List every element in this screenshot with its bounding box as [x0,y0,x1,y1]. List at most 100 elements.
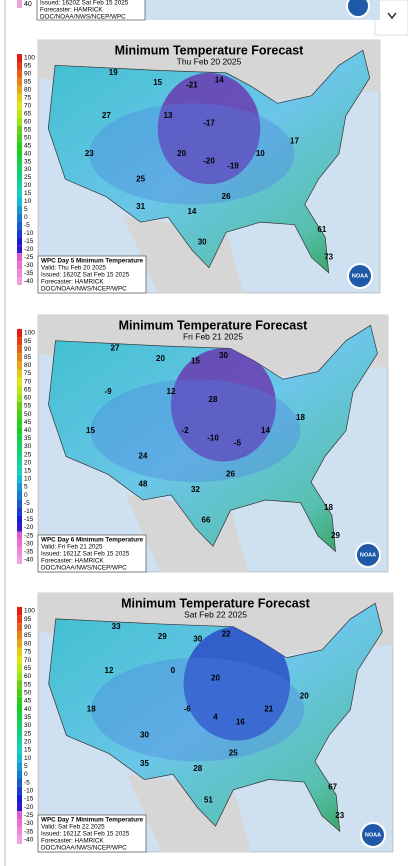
noaa-logo [347,263,373,289]
legend-swatch [17,93,22,102]
legend-label: 40 [24,427,32,434]
legend-swatch [17,466,22,475]
cool-area [89,103,295,205]
legend-swatch [17,623,22,632]
legend-swatch [17,353,22,362]
legend-label: -25 [24,812,34,819]
legend-label: -15 [24,796,34,803]
temperature-label: -21 [186,81,198,90]
noaa-logo [346,0,370,18]
temperature-label: 30 [219,351,228,360]
legend-swatch [17,69,22,78]
legend-swatch [17,409,22,419]
legend-label: 45 [24,419,32,426]
legend-swatch [17,442,22,451]
legend-swatch [17,523,22,532]
cold-area [89,72,295,205]
temperature-label: 4 [213,712,218,721]
legend-label: 60 [24,118,32,125]
legend-label: 60 [24,673,32,680]
temperature-label: 15 [153,78,162,87]
legend-swatch [17,361,22,370]
legend-swatch [17,515,22,524]
legend-label: -35 [24,549,34,556]
legend-label: 75 [24,649,32,656]
temperature-label: 10 [256,149,265,158]
legend-swatch [17,393,22,402]
temperature-label: 23 [85,149,94,158]
info-text: Issued: 1620Z Sat Feb 15 2025 [40,0,129,7]
temperature-label: 33 [112,622,121,631]
legend-label: 50 [24,134,32,141]
info-box [37,255,147,294]
temperature-label: 67 [328,782,337,791]
legend-label: 65 [24,386,32,393]
legend-label: -25 [24,532,34,539]
legend-swatch [17,418,22,427]
legend-label: 30 [24,722,32,729]
legend-label: 90 [24,346,32,353]
legend-swatch [17,482,22,492]
legend-swatch [17,85,22,94]
legend-swatch [17,737,22,746]
cool-area [90,379,301,483]
legend-swatch [17,606,22,616]
temperature-label: 32 [191,485,200,494]
legend-swatch [17,253,22,262]
legend-swatch [17,149,22,158]
legend-swatch [17,133,22,142]
legend-swatch [17,0,22,8]
info-text: DOC/NOAA/NWS/NCEP/WPC [40,14,126,21]
legend-swatch [17,794,22,804]
temperature-label: 14 [187,207,196,216]
legend-swatch [17,631,22,640]
noaa-logo [355,542,381,568]
info-text: Forecaster: HAMRICK [41,279,104,286]
info-text: Forecaster: HAMRICK [41,838,104,845]
map-title: Minimum Temperature Forecast [121,596,311,610]
legend-label: 30 [24,166,32,173]
legend-swatch [17,664,22,673]
legend-swatch [17,328,22,338]
legend-swatch [17,770,22,779]
legend-label: 60 [24,395,32,402]
info-text: Issued: 1620Z Sat Feb 15 2025 [41,272,130,279]
info-text: Valid: Sat Feb 22 2025 [41,824,105,831]
legend-label: 30 [24,443,32,450]
legend-swatch [17,458,22,467]
legend-swatch [17,221,22,230]
legend-label: 20 [24,459,32,466]
legend-label: 15 [24,190,32,197]
cold-area [90,348,301,483]
legend-label: 100 [24,608,35,615]
logo-text: NOAA [352,273,368,279]
legend-label: 85 [24,354,32,361]
temperature-label: 27 [102,111,111,120]
legend-label: 65 [24,110,32,117]
legend-swatch [17,337,22,346]
temperature-label: -19 [227,162,239,171]
logo-text: NOAA [365,832,381,838]
legend-label: 95 [24,616,32,623]
legend-swatch [17,507,22,516]
legend-swatch [17,109,22,118]
legend-label: 10 [24,476,32,483]
legend-swatch [17,531,22,540]
info-text: Forecaster: HAMRICK [41,558,104,565]
temperature-label: -17 [203,119,215,128]
temperature-label: 26 [226,469,235,478]
temperature-label: 16 [236,718,245,727]
temperature-label: 30 [140,731,149,740]
noaa-logo [360,822,386,848]
legend-label: 100 [24,55,35,62]
legend-label: 100 [24,330,35,337]
legend-label: 40 [24,150,32,157]
legend-swatch [17,165,22,174]
legend-swatch [17,655,22,665]
legend-label: -15 [24,238,34,245]
legend-swatch [17,680,22,689]
map-date: Fri Feb 21 2025 [183,331,243,341]
legend-swatch [17,786,22,795]
legend-swatch [17,713,22,722]
legend-label: 70 [24,103,32,110]
